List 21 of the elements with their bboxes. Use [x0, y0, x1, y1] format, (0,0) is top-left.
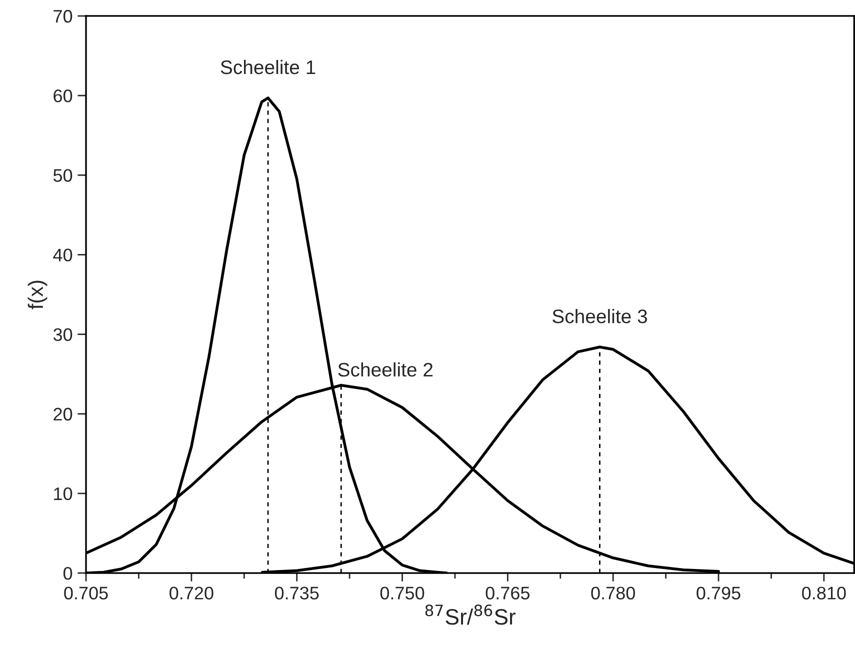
x-tick-label: 0.780 — [591, 586, 635, 600]
x-tick-label: 0.705 — [64, 586, 108, 600]
y-axis-title: f(x) — [28, 280, 48, 310]
x-tick-label: 0.720 — [170, 586, 214, 600]
y-tick-label: 0 — [63, 566, 72, 580]
x-tick-label: 0.810 — [802, 586, 846, 600]
y-tick-label: 30 — [53, 328, 72, 342]
y-tick-label: 10 — [54, 487, 72, 500]
y-tick-label: 40 — [53, 248, 72, 262]
series-label: Scheelite 3 — [552, 309, 647, 324]
y-tick-label: 20 — [54, 408, 72, 421]
y-tick-label: 60 — [54, 89, 72, 102]
x-tick-label: 0.735 — [274, 586, 319, 600]
x-tick-label: 0.795 — [696, 586, 740, 600]
x-tick-label: 0.750 — [380, 586, 424, 600]
y-tick-label: 70 — [54, 10, 72, 23]
series-label: Scheelite 1 — [220, 60, 316, 74]
y-tick-label: 50 — [53, 169, 72, 182]
x-tick-label: 0.765 — [486, 586, 530, 600]
x-axis-title: $^{87}$Sr/$^{86}$Sr — [425, 604, 516, 625]
series-label: Scheelite 2 — [338, 362, 433, 377]
